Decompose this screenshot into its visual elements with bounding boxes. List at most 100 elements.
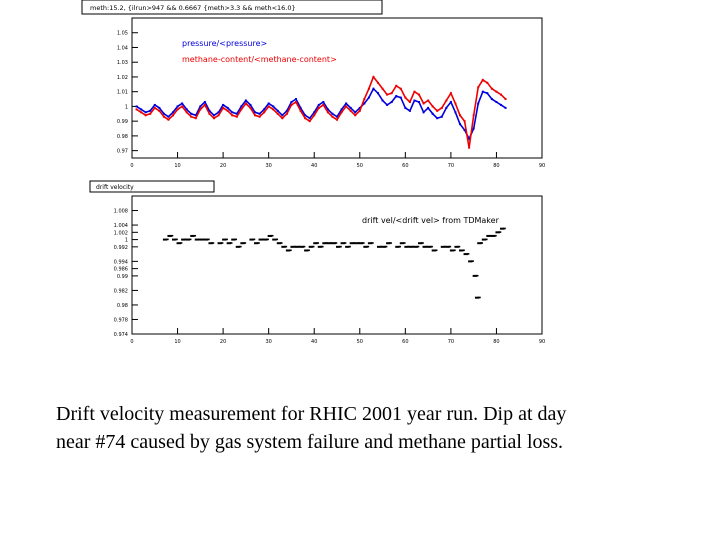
data-point (386, 103, 389, 106)
data-point (354, 114, 357, 117)
data-point (172, 238, 177, 241)
data-point (340, 242, 345, 245)
data-point (413, 90, 416, 93)
y-tick-label: 0.98 (117, 303, 128, 309)
data-point-extra (443, 245, 447, 248)
data-point (272, 108, 275, 111)
data-point (363, 98, 366, 101)
y-tick-label: 0.992 (114, 245, 128, 251)
x-tick-label: 80 (493, 163, 499, 169)
data-point (313, 114, 316, 117)
data-point-extra (389, 242, 392, 244)
data-point (390, 92, 393, 95)
y-tick-label: 0.974 (114, 332, 128, 338)
data-point-extra (266, 238, 269, 241)
data-point (459, 123, 461, 126)
data-point (340, 111, 343, 114)
data-point (226, 242, 232, 245)
data-point-extra (293, 245, 297, 248)
data-point (336, 118, 338, 121)
legend-pressure: pressure/<pressure> (182, 39, 267, 48)
legend-methane: methane-content/<methane-content> (182, 55, 337, 64)
data-point-extra (175, 238, 178, 241)
data-point (418, 101, 420, 103)
chart-top-title: meth:15.2, {ilrun>947 && 0.6667 {meth>3.… (90, 4, 296, 12)
data-point (158, 109, 161, 112)
data-point (477, 102, 480, 105)
data-point (313, 242, 318, 245)
data-point-extra (279, 242, 283, 244)
data-point-extra (334, 242, 338, 244)
data-point (290, 245, 295, 248)
data-point (135, 108, 138, 111)
data-point (431, 105, 434, 108)
data-point (345, 245, 350, 248)
data-point (345, 102, 348, 105)
data-point (244, 99, 247, 102)
data-point (358, 106, 361, 109)
y-tick-label: 1 (125, 104, 128, 110)
data-point (481, 78, 484, 81)
data-point (504, 106, 507, 109)
slide-caption: Drift velocity measurement for RHIC 2001… (56, 400, 696, 456)
data-point-extra (234, 238, 238, 241)
data-point (459, 114, 461, 117)
data-point-extra (320, 245, 324, 248)
data-point (281, 117, 284, 120)
data-point (231, 238, 236, 241)
data-point-extra (229, 242, 233, 244)
data-point (404, 96, 407, 99)
x-tick-label: 10 (174, 339, 180, 345)
data-point (326, 111, 329, 114)
data-point (190, 112, 193, 115)
data-point (395, 245, 400, 248)
data-point (308, 117, 311, 120)
data-point (326, 242, 332, 245)
series-line (136, 75, 507, 148)
data-point (194, 117, 197, 120)
data-point (472, 114, 475, 117)
data-point (390, 101, 393, 103)
data-point (144, 111, 147, 114)
data-point (153, 103, 156, 106)
data-point (408, 101, 411, 103)
data-point (181, 102, 184, 105)
data-point (377, 245, 382, 248)
chart-top-y-axis: 1.05 1.04 1.03 1.02 1.01 1 0.99 0.98 0.97 (117, 31, 138, 155)
data-point (399, 242, 405, 245)
data-point-extra (329, 242, 333, 244)
caption-line-1: Drift velocity measurement for RHIC 2001… (56, 403, 567, 425)
data-point (408, 109, 411, 112)
data-point (440, 106, 443, 109)
data-point (244, 102, 247, 105)
data-point (263, 108, 266, 111)
data-point (199, 238, 204, 241)
data-point (149, 112, 152, 115)
data-point-extra (489, 234, 493, 237)
data-point (463, 129, 466, 131)
data-point (377, 81, 379, 84)
data-point-extra (220, 242, 224, 244)
data-point (258, 238, 263, 241)
x-tick-label: 40 (311, 163, 317, 169)
data-point (285, 112, 288, 115)
data-point (272, 238, 277, 241)
data-point (208, 112, 211, 115)
chart-top-title-box (81, 0, 383, 15)
data-point (217, 111, 220, 114)
x-tick-label: 50 (357, 163, 363, 169)
data-point (345, 105, 348, 108)
data-point (258, 112, 261, 115)
data-point (449, 92, 452, 95)
y-tick-label: 0.982 (114, 288, 128, 294)
data-point-extra (416, 245, 420, 248)
data-point (254, 111, 256, 114)
data-point (413, 99, 416, 102)
data-point (208, 242, 213, 245)
data-point (481, 238, 487, 241)
data-point (263, 111, 266, 114)
data-point-extra (448, 245, 452, 248)
data-point-extra (206, 238, 210, 241)
data-point (358, 242, 364, 245)
